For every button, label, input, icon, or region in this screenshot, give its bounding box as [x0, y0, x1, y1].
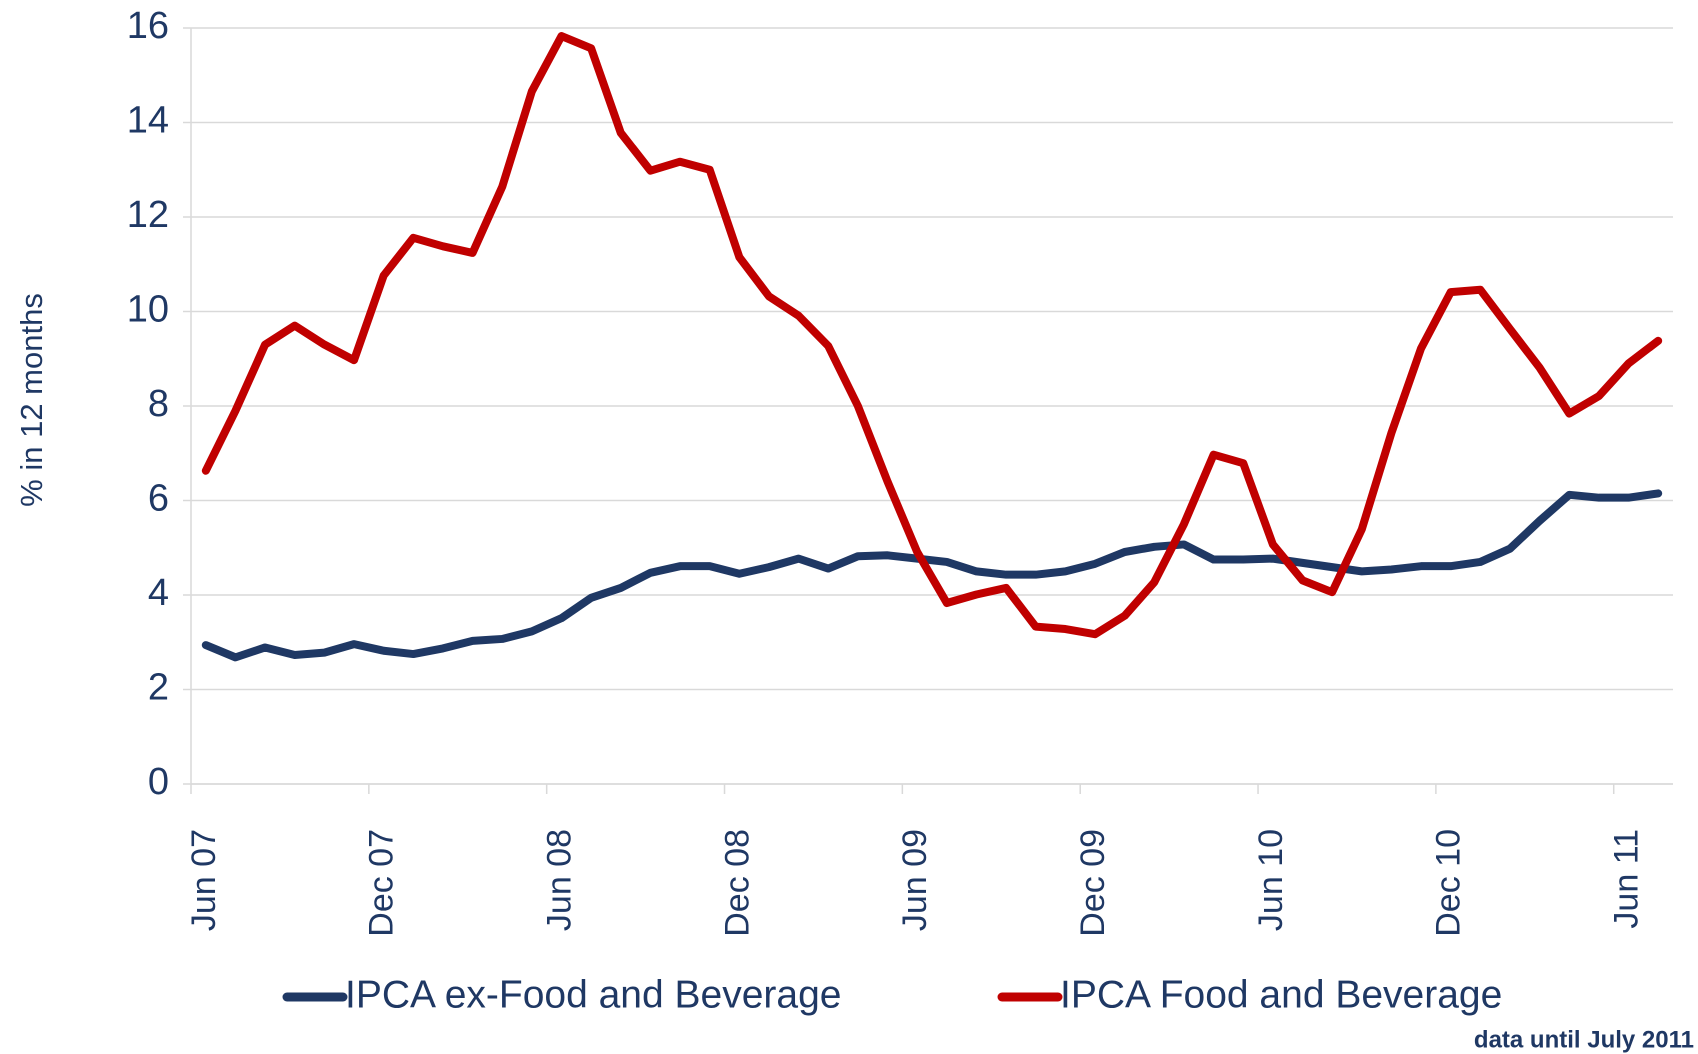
y-axis-title: % in 12 months: [14, 293, 49, 507]
x-tick-label: Jun 07: [185, 829, 223, 931]
legend-label: IPCA Food and Beverage: [1060, 973, 1502, 1016]
y-tick-label: 8: [148, 383, 169, 425]
x-tick-label: Jun 10: [1252, 829, 1290, 931]
series-line: [201, 32, 1663, 639]
legend-label: IPCA ex-Food and Beverage: [345, 973, 841, 1016]
x-tick-label: Jun 09: [896, 829, 934, 931]
y-tick-label: 4: [148, 572, 169, 614]
x-tick-label: Jun 08: [540, 829, 578, 931]
series-line: [201, 489, 1663, 662]
y-tick-label: 12: [127, 194, 169, 236]
y-tick-label: 16: [127, 5, 169, 47]
x-tick-label: Dec 07: [363, 829, 401, 937]
y-tick-label: 6: [148, 478, 169, 520]
y-tick-label: 14: [127, 100, 169, 142]
note: data until July 2011: [1474, 1026, 1694, 1053]
y-tick-label: 10: [127, 289, 169, 331]
x-tick-label: Jun 11: [1608, 829, 1646, 929]
x-tick-label: Dec 10: [1430, 829, 1468, 937]
x-tick-label: Dec 09: [1074, 829, 1112, 937]
y-tick-label: 0: [148, 761, 169, 803]
y-tick-label: 2: [148, 667, 169, 709]
x-tick-label: Dec 08: [718, 829, 756, 937]
